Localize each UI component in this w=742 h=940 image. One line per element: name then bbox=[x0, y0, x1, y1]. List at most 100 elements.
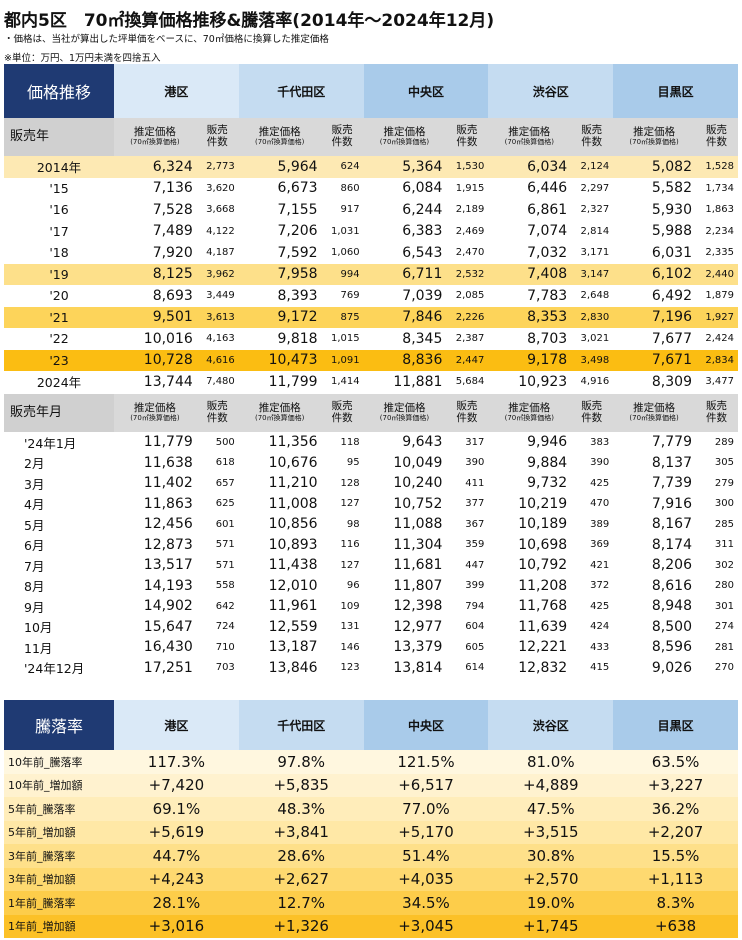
sales-cell: 367 bbox=[465, 518, 485, 530]
header-row: 騰落率 港区 千代田区 中央区 渋谷区 目黒区 bbox=[4, 700, 738, 750]
row-label: '24年1月 bbox=[24, 435, 77, 451]
column-header-row: 販売年 推定価格 (70㎡換算価格) 販売 件数 推定価格 (70㎡換算価格) 販売 件数 推定価… bbox=[4, 118, 738, 156]
rate-label: 3年前_増加額 bbox=[8, 873, 76, 887]
row-label: 3月 bbox=[24, 476, 45, 492]
rate-row: 10年前_騰落率 117.3% 97.8% 121.5% 81.0% 63.5% bbox=[4, 750, 738, 774]
price-cell: 7,592 bbox=[277, 244, 318, 261]
sales-cell: 1,863 bbox=[705, 204, 734, 216]
sales-cell: 280 bbox=[714, 580, 734, 592]
table-row: 4月 11,863 625 11,008 127 10,752 377 10,219 470 7,… bbox=[4, 494, 738, 515]
sales-label: 販売 bbox=[206, 400, 228, 413]
sales-cell: 3,171 bbox=[580, 247, 610, 259]
sales-cell: 1,060 bbox=[330, 247, 360, 259]
price-cell: 11,807 bbox=[393, 577, 443, 594]
rate-value: +1,326 bbox=[273, 917, 329, 936]
price-cell: 7,779 bbox=[651, 434, 692, 451]
table-row: 7月 13,517 571 11,438 127 11,681 447 10,792 421 8,… bbox=[4, 555, 738, 576]
table-row: 11月 16,430 710 13,187 146 13,379 605 12,221 433 8… bbox=[4, 637, 738, 658]
sales-cell: 118 bbox=[340, 436, 360, 448]
price-cell: 5,364 bbox=[402, 158, 443, 175]
rate-value: +2,570 bbox=[523, 870, 579, 889]
sales-cell: 2,335 bbox=[705, 247, 734, 259]
sales-label: 販売 bbox=[456, 400, 478, 413]
sales-label: 販売 bbox=[581, 124, 603, 137]
sales-cell: 415 bbox=[590, 662, 610, 674]
price-column-header: 推定価格 (70㎡換算価格) bbox=[238, 394, 321, 432]
rate-value: 44.7% bbox=[152, 846, 201, 865]
table-row: 3月 11,402 657 11,210 128 10,240 411 9,732 425 7,7… bbox=[4, 473, 738, 494]
price-cell: 13,187 bbox=[268, 639, 318, 656]
price-cell: 11,356 bbox=[268, 434, 318, 451]
sales-cell: 4,187 bbox=[206, 247, 235, 259]
price-cell: 8,206 bbox=[651, 557, 692, 574]
price-cell: 12,010 bbox=[268, 577, 318, 594]
sales-column-header: 販売 件数 bbox=[694, 394, 738, 432]
price-cell: 10,752 bbox=[393, 495, 443, 512]
table-row: '22 10,016 4,163 9,818 1,015 8,345 2,387 8,703 3… bbox=[4, 328, 738, 350]
price-cell: 5,930 bbox=[651, 201, 692, 218]
sales-cell: 724 bbox=[215, 621, 235, 633]
price-cell: 7,739 bbox=[651, 475, 692, 492]
price-cell: 10,016 bbox=[143, 330, 193, 347]
sales-cell: 317 bbox=[465, 436, 485, 448]
rate-value: +3,227 bbox=[647, 776, 704, 795]
price-sublabel: (70㎡換算価格) bbox=[629, 413, 679, 422]
sales-column-header: 販売 件数 bbox=[320, 394, 364, 432]
row-label: 7月 bbox=[24, 558, 45, 574]
row-label: 2014年 bbox=[36, 160, 82, 176]
price-cell: 7,136 bbox=[152, 180, 193, 197]
district-header: 渋谷区 bbox=[488, 700, 614, 750]
price-cell: 5,988 bbox=[651, 223, 692, 240]
price-cell: 6,034 bbox=[527, 158, 568, 175]
price-cell: 13,744 bbox=[143, 373, 193, 390]
price-cell: 7,528 bbox=[152, 201, 193, 218]
row-label: 4月 bbox=[24, 497, 45, 513]
sales-cell: 301 bbox=[714, 600, 734, 612]
row-label-header: 販売年月 bbox=[4, 394, 114, 432]
table-row: 10月 15,647 724 12,559 131 12,977 604 11,639 424 8… bbox=[4, 617, 738, 638]
rate-value: +1,745 bbox=[523, 917, 579, 936]
sales-column-header: 販売 件数 bbox=[320, 118, 364, 156]
sales-cell: 1,528 bbox=[705, 161, 734, 173]
price-cell: 12,221 bbox=[518, 639, 568, 656]
price-cell: 11,961 bbox=[268, 598, 318, 615]
price-cell: 9,172 bbox=[277, 309, 318, 326]
table-row: '20 8,693 3,449 8,393 769 7,039 2,085 7,783 2,64… bbox=[4, 285, 738, 307]
rate-value: 51.4% bbox=[402, 846, 450, 865]
rate-value: 8.3% bbox=[656, 893, 695, 912]
sales-cell: 2,814 bbox=[580, 225, 610, 237]
price-cell: 7,916 bbox=[651, 495, 692, 512]
sales-cell: 1,091 bbox=[330, 354, 360, 366]
price-column-header: 推定価格 (70㎡換算価格) bbox=[114, 118, 196, 156]
district-header: 目黒区 bbox=[613, 64, 738, 118]
sales-cell: 377 bbox=[465, 498, 485, 510]
sales-cell: 2,773 bbox=[206, 161, 235, 173]
price-cell: 7,039 bbox=[402, 287, 443, 304]
row-label: '23 bbox=[49, 352, 69, 368]
price-cell: 9,732 bbox=[527, 475, 568, 492]
row-label: 2月 bbox=[24, 456, 45, 472]
rate-value: 30.8% bbox=[526, 846, 575, 865]
rate-label: 3年前_騰落率 bbox=[8, 849, 76, 863]
sales-cell: 369 bbox=[590, 539, 610, 551]
price-cell: 11,008 bbox=[268, 495, 318, 512]
sales-cell: 2,830 bbox=[580, 311, 610, 323]
row-label: 2024年 bbox=[36, 375, 82, 391]
price-cell: 11,799 bbox=[268, 373, 318, 390]
sales-column-header: 販売 件数 bbox=[570, 394, 614, 432]
price-cell: 9,818 bbox=[277, 330, 318, 347]
price-cell: 6,244 bbox=[402, 201, 443, 218]
price-cell: 10,049 bbox=[393, 454, 443, 471]
sales-column-header: 販売 件数 bbox=[195, 118, 239, 156]
price-cell: 7,846 bbox=[402, 309, 443, 326]
sales-cell: 383 bbox=[590, 436, 610, 448]
rate-label: 5年前_増加額 bbox=[8, 826, 76, 840]
rate-value: +5,170 bbox=[398, 823, 454, 842]
rate-value: 97.8% bbox=[277, 752, 326, 771]
table-row: '24年1月 11,779 500 11,356 118 9,643 317 9,946 383… bbox=[4, 432, 738, 453]
price-cell: 7,408 bbox=[527, 266, 568, 283]
sales-cell: 399 bbox=[465, 580, 485, 592]
rate-value: 36.2% bbox=[651, 799, 700, 818]
price-sublabel: (70㎡換算価格) bbox=[379, 137, 430, 146]
sales-label: 販売 bbox=[456, 124, 478, 137]
